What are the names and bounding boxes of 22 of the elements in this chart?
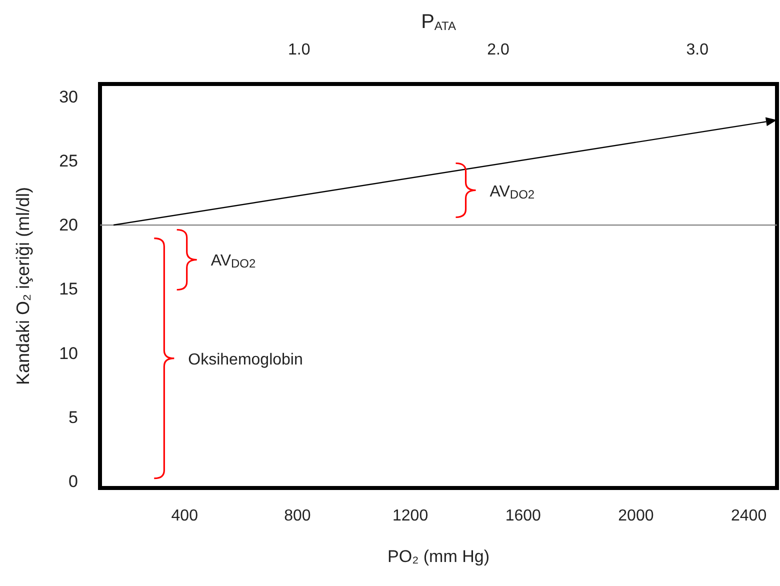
y-tick-label: 0 [68,472,78,492]
x-axis-title: PO₂ (mm Hg) [388,547,490,566]
annotation: AV$_{DO2}$ [490,183,535,202]
x-tick-label: 400 [171,508,198,524]
x-tick-label: 2000 [618,508,654,524]
x-tick-label: 800 [284,508,311,524]
y-tick-label: 20 [59,216,78,235]
annotation: Oksihemoglobin [188,351,303,368]
y-tick-label: 30 [59,87,78,106]
x-tick-label: 1600 [505,508,542,524]
annotation: AV$_{DO2}$ [210,252,256,271]
y-tick-label: 5 [68,408,78,427]
x-tick-label: 1200 [392,508,428,524]
x2-axis-title: PATA [421,11,456,33]
y-tick-label: 15 [59,280,78,299]
x2-tick-label: 1.0 [288,42,310,58]
y-tick-label: 25 [59,151,78,170]
x2-tick-label: 3.0 [686,42,709,58]
y-tick-label: 10 [59,344,78,363]
x-tick-label: 2400 [730,508,767,524]
x2-tick-label: 2.0 [487,42,510,58]
y-axis-title: Kandaki O₂ içeriği (ml/dl) [13,186,33,386]
